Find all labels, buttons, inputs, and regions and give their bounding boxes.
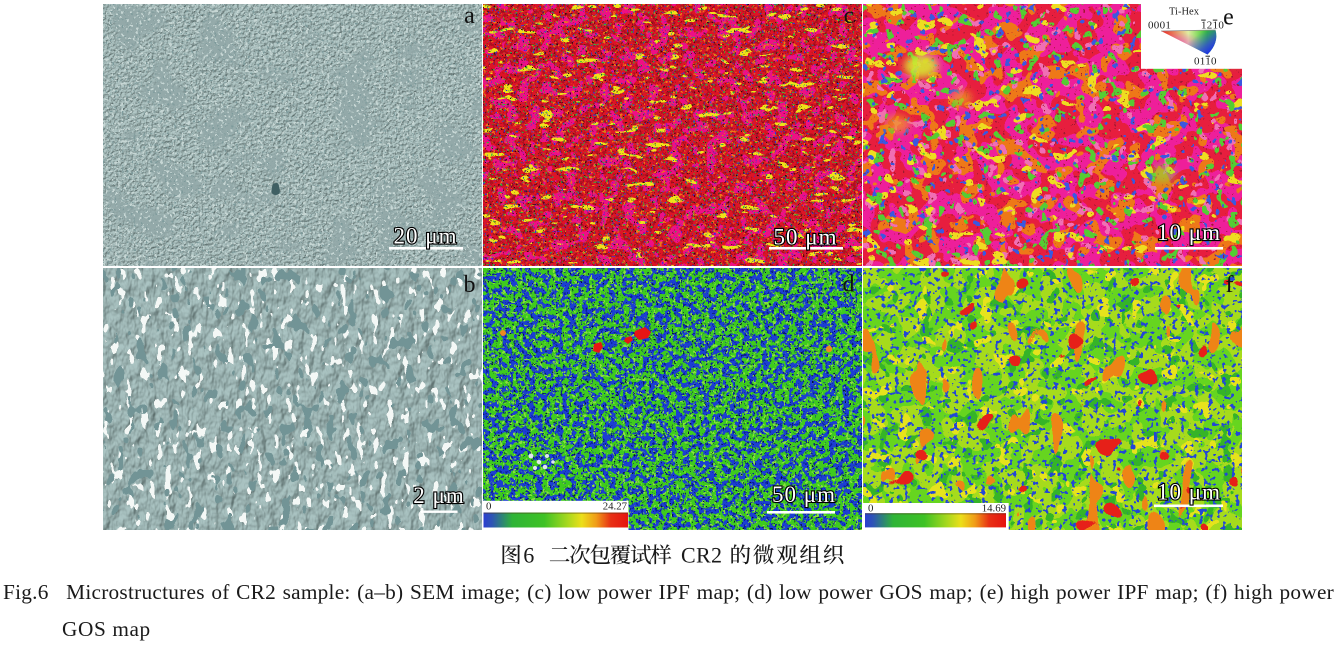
- svg-text:20 μm: 20 μm: [394, 224, 458, 249]
- svg-text:10 μm: 10 μm: [1157, 220, 1221, 245]
- svg-text:c: c: [844, 4, 855, 29]
- svg-text:1210: 1210: [1201, 19, 1224, 31]
- svg-text:Ti-Hex: Ti-Hex: [1169, 7, 1200, 18]
- svg-text:10 μm: 10 μm: [1157, 480, 1221, 505]
- svg-text:0110: 0110: [1194, 56, 1217, 68]
- svg-text:0: 0: [486, 501, 491, 513]
- svg-text:f: f: [1226, 272, 1234, 298]
- svg-text:0001: 0001: [1148, 19, 1171, 31]
- svg-text:0: 0: [868, 503, 873, 515]
- svg-text:2 μm: 2 μm: [413, 483, 464, 508]
- svg-text:e: e: [1223, 5, 1234, 31]
- svg-text:d: d: [843, 272, 855, 298]
- svg-text:50 μm: 50 μm: [772, 482, 836, 507]
- svg-text:50 μm: 50 μm: [774, 225, 838, 250]
- svg-text:14.69: 14.69: [982, 503, 1006, 515]
- svg-text:24.27: 24.27: [603, 501, 628, 513]
- svg-text:a: a: [464, 4, 475, 29]
- svg-text:b: b: [464, 272, 476, 298]
